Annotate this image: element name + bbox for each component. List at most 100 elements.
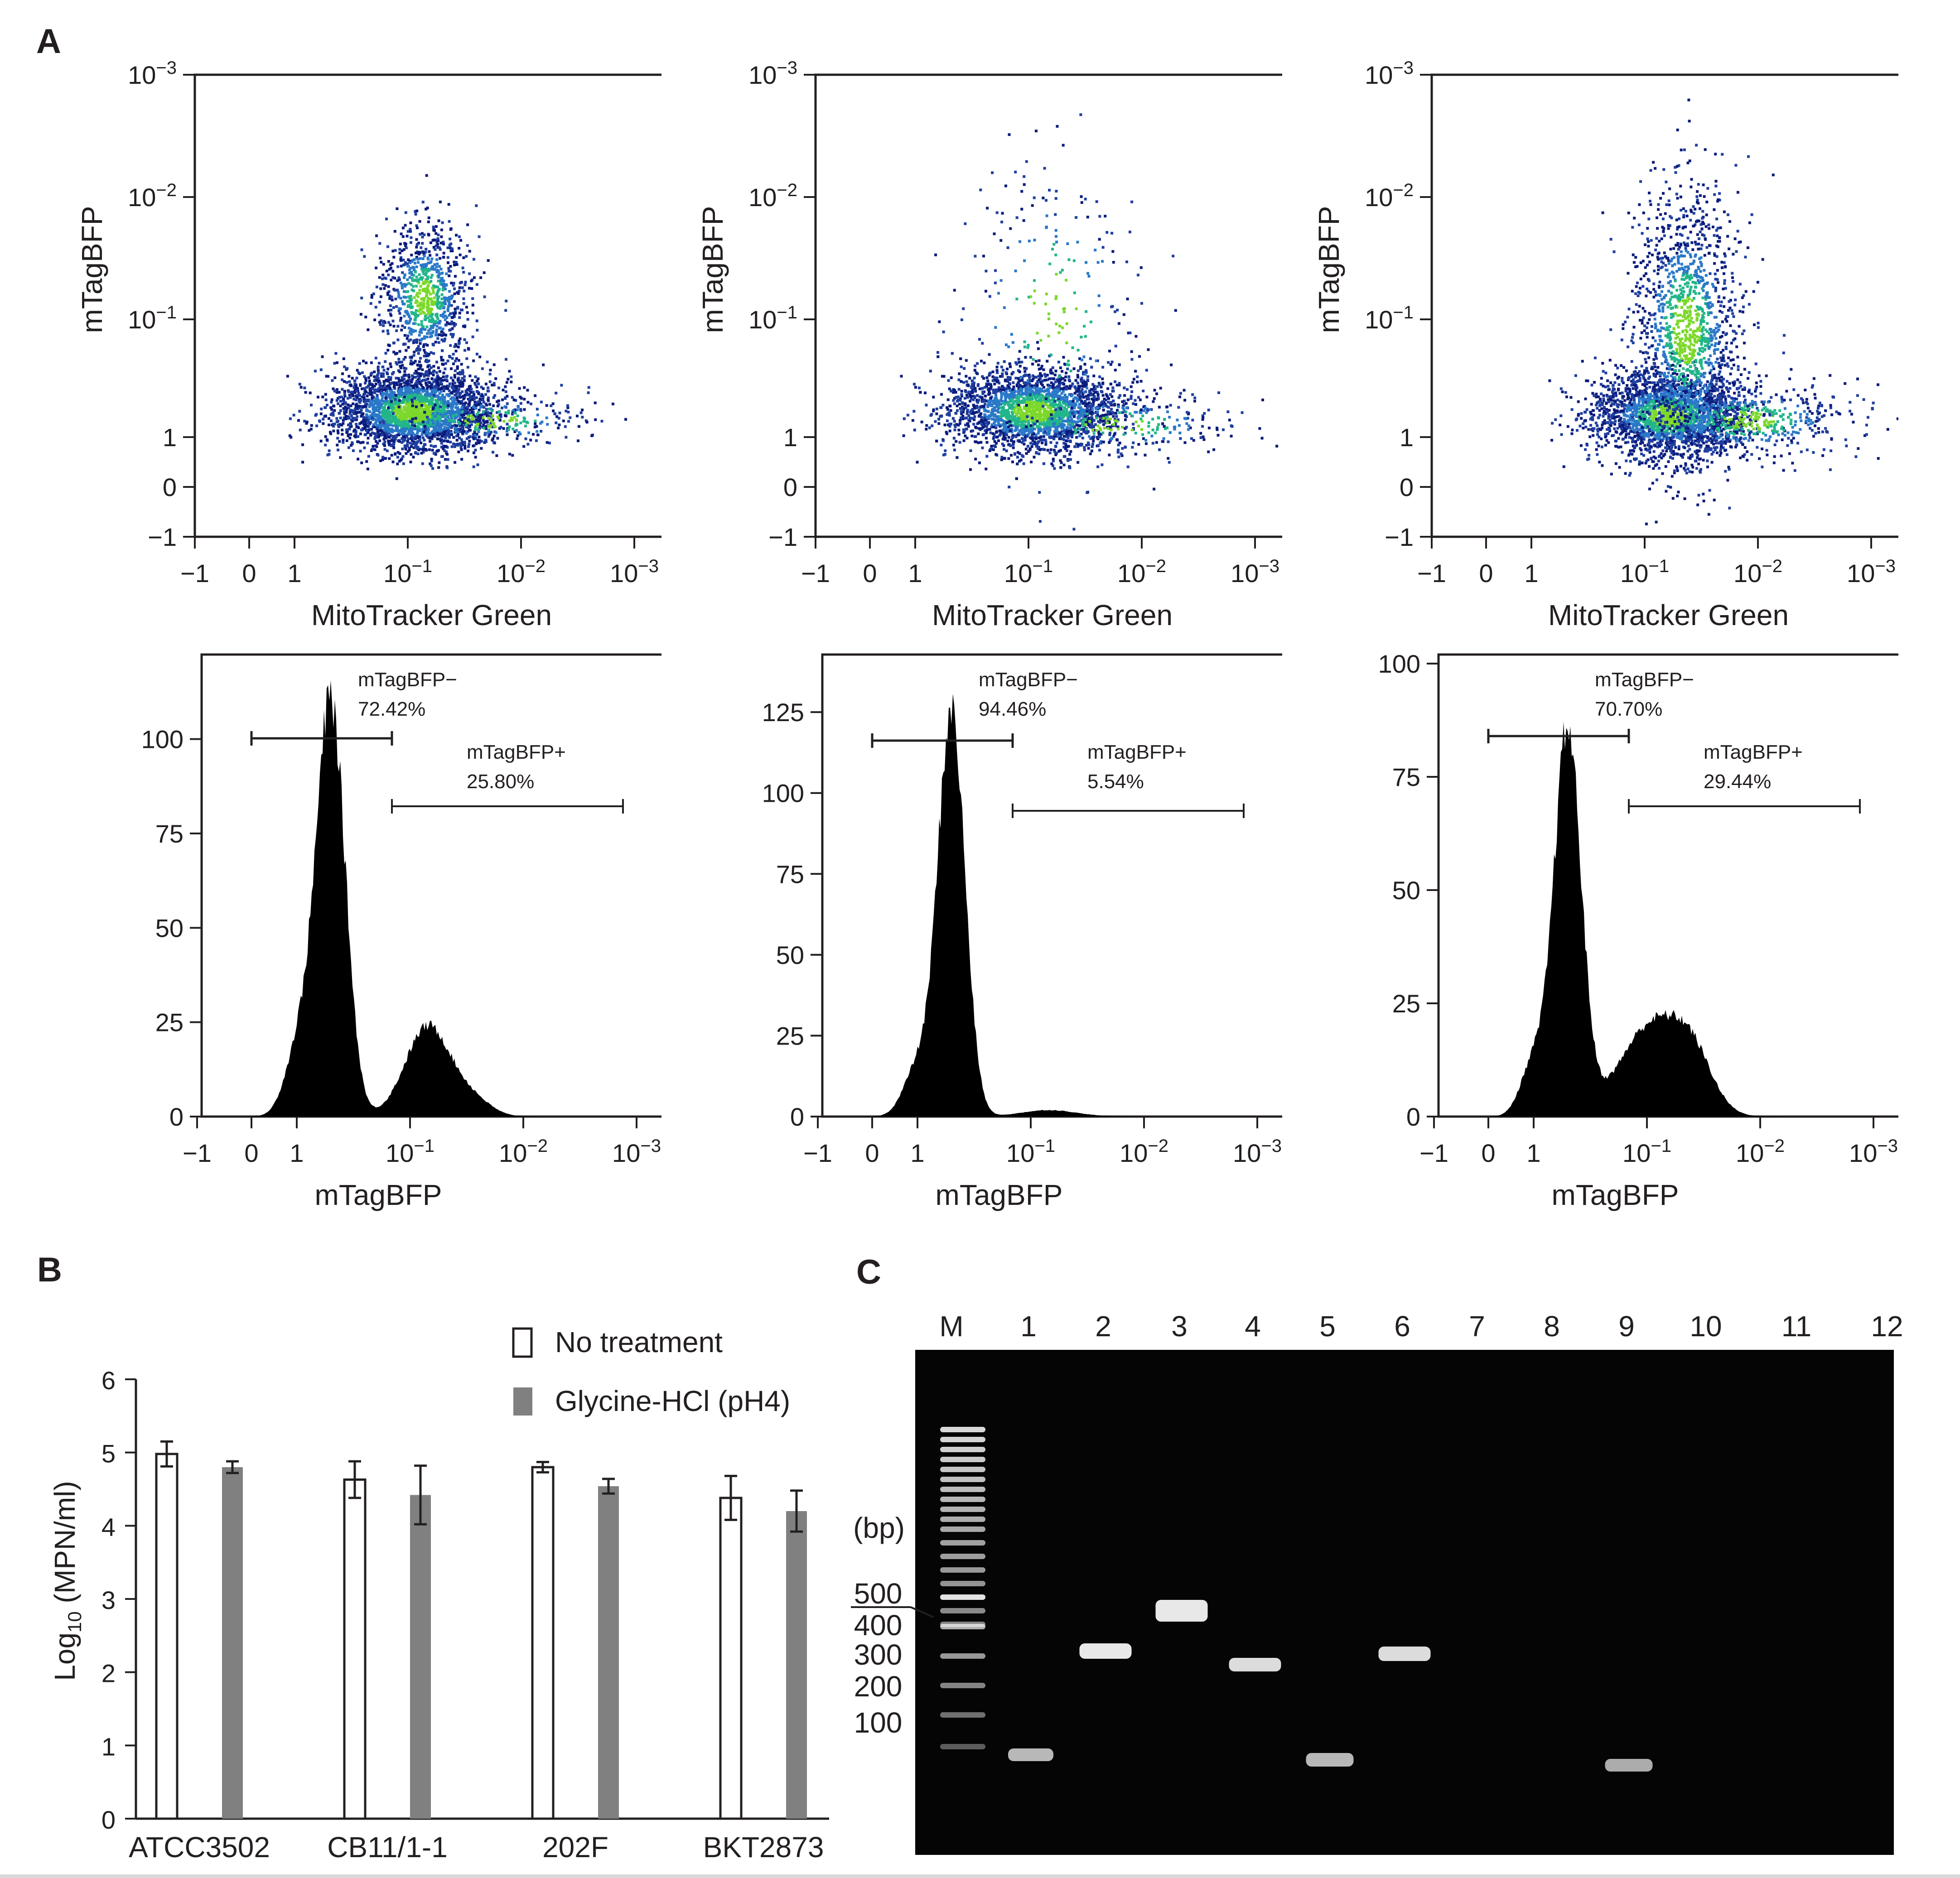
scatter-point [566,406,570,409]
scatter-point [389,312,392,315]
scatter-point [464,419,467,423]
scatter-point [336,437,339,440]
scatter-point [423,425,426,428]
scatter-point [409,338,412,342]
scatter-point [446,466,449,469]
scatter-point [410,283,413,286]
scatter-point [430,276,433,279]
scatter-point [400,232,403,236]
scatter-point [492,383,496,386]
scatter-point [368,404,372,407]
scatter-point [392,418,396,421]
scatter-point [422,325,425,328]
scatter-point [415,309,418,312]
scatter-point [404,446,407,448]
scatter-point [383,416,386,419]
scatter-point [535,425,538,428]
scatter-point [351,419,354,423]
scatter-point [365,386,368,389]
scatter-point [360,248,363,251]
scatter-point [448,389,451,392]
scatter-point [392,442,395,445]
scatter-point [411,418,414,420]
scatter-point [396,409,400,412]
scatter-point [375,285,378,289]
scatter-point [407,258,410,261]
scatter-point [414,261,416,265]
scatter-point [437,376,440,379]
scatter-point [407,376,410,379]
scatter-point [376,388,379,391]
scatter-point [452,352,455,356]
scatter-point [289,417,292,420]
scatter-point [341,403,344,406]
scatter-point [454,350,458,352]
scatter-point [398,307,401,310]
scatter-point [456,409,459,412]
scatter-point [395,305,398,308]
scatter-point [468,443,471,446]
scatter-point [385,270,388,273]
scatter-point [416,313,420,317]
scatter-point [409,388,412,391]
scatter-point [367,376,370,379]
scatter-point [986,405,990,408]
scatter-point [506,395,509,398]
scatter-point [408,448,411,452]
scatter-point [410,445,413,448]
scatter-point [415,265,418,269]
scatter-point [1071,382,1074,385]
scatter-point [308,429,311,432]
scatter-point [425,313,428,317]
scatter-point [363,404,366,408]
scatter-point [330,419,333,422]
scatter-point [560,384,563,387]
scatter-point [390,400,393,403]
scatter-point [440,358,443,361]
scatter-point [439,409,443,412]
scatter-point [600,419,603,423]
scatter-point [379,392,382,395]
scatter-point [365,403,368,406]
scatter-point [415,391,418,394]
scatter-point [428,250,431,253]
scatter-point [361,414,364,417]
scatter-point [439,377,443,380]
scatter-point [408,419,411,423]
scatter-point [420,372,423,376]
scatter-point [981,375,984,378]
scatter-point [385,424,388,427]
scatter-point [419,312,422,315]
scatter-point [476,328,479,332]
scatter-point [436,400,439,403]
scatter-point [344,405,347,409]
scatter-point [516,408,519,411]
scatter-point [324,435,327,438]
scatter-point [519,421,522,424]
scatter-point [439,268,443,271]
scatter-point [436,304,439,308]
scatter-point [344,401,347,404]
scatter-point [431,239,434,242]
scatter-point [386,390,389,393]
scatter-point [448,314,451,317]
scatter-point [402,259,405,261]
scatter-point [373,402,377,405]
scatter-point [336,429,339,432]
scatter-point [336,443,339,447]
scatter-point [453,292,456,295]
scatter-point [440,446,443,448]
scatter-point [558,411,561,414]
scatter-point [368,405,371,408]
scatter-point [453,374,456,377]
scatter-point [511,396,514,399]
scatter-point [396,279,399,282]
scatter-point [454,385,457,388]
scatter-point [420,264,423,267]
scatter-point [329,432,333,435]
scatter-point [407,386,410,389]
scatter-point [508,419,512,422]
scatter-point [408,447,411,450]
scatter-point [429,332,432,335]
scatter-point [410,406,414,409]
